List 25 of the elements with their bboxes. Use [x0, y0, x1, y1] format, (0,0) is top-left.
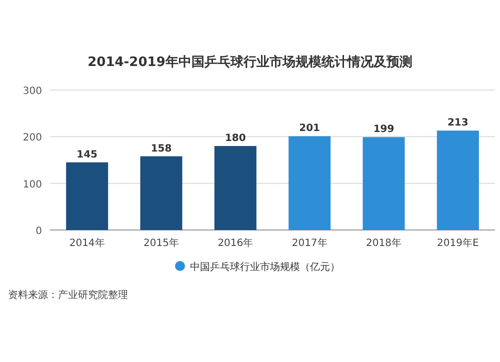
x-tick-label: 2015年 [144, 237, 179, 249]
text: 资料来源：产业研究院整理 [8, 289, 128, 301]
bar [140, 156, 182, 230]
data-label: 199 [373, 124, 394, 136]
bar [362, 137, 405, 230]
bar [214, 146, 256, 230]
y-tick-label: 200 [22, 132, 42, 144]
x-tick-label: 2014年 [69, 237, 105, 249]
x-tick-label: 2018年 [366, 237, 402, 249]
legend-label: 中国乒乓球行业市场规模（亿元） [190, 261, 340, 273]
bar [436, 130, 479, 230]
bar [66, 162, 108, 230]
bar [288, 136, 331, 230]
data-label: 158 [150, 143, 172, 154]
y-tick-label: 300 [22, 86, 42, 97]
data-label: 145 [76, 149, 98, 160]
x-tick-label: 2017年 [292, 237, 328, 249]
data-label: 201 [299, 123, 320, 134]
x-tick-label: 2019年E [437, 237, 479, 249]
y-tick-label: 0 [36, 226, 42, 237]
data-label: 180 [224, 133, 246, 144]
y-tick-label: 100 [22, 179, 42, 190]
x-tick-label: 2016年 [218, 237, 254, 249]
data-label: 213 [447, 118, 468, 129]
chart-title: 2014-2019年中国乒乓球行业市场规模统计情况及预测 [88, 54, 412, 70]
